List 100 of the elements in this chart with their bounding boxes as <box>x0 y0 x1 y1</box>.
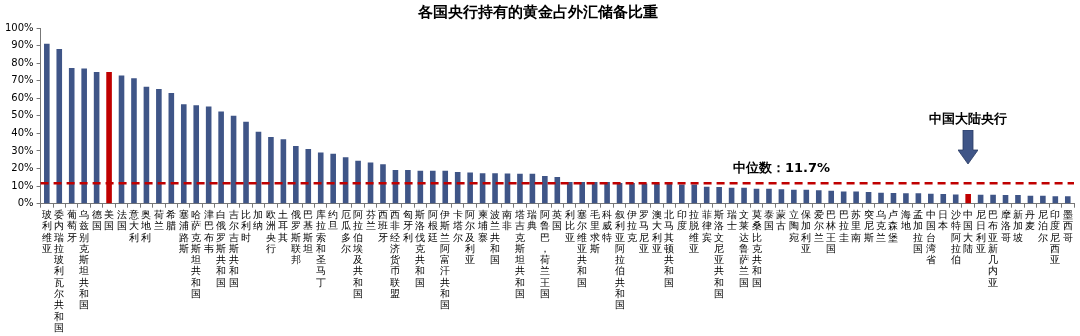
x-tick-label: 西班牙 <box>377 208 388 243</box>
y-tick-label: 10% <box>11 179 34 191</box>
x-tick-label: 波兰共和国 <box>490 208 501 266</box>
bar <box>828 190 835 204</box>
x-tick-label: 葡萄牙 <box>66 208 77 243</box>
x-tick-label: 阿尔及利亚 <box>465 208 476 266</box>
bar <box>180 104 187 204</box>
x-tick-label: 罗马尼亚 <box>639 208 650 254</box>
bar <box>1064 196 1071 204</box>
y-tick-label: 0% <box>17 197 34 209</box>
x-tick-label: 印度 <box>676 208 687 232</box>
bar <box>81 68 87 204</box>
bar <box>716 187 722 204</box>
x-tick-label: 欧洲央行 <box>265 208 276 254</box>
bar <box>467 172 473 204</box>
bar <box>380 164 386 204</box>
y-tick-label: 70% <box>11 74 34 86</box>
x-tick-label: 塞浦路斯 <box>178 208 189 254</box>
bar <box>853 191 859 204</box>
bar <box>68 68 75 204</box>
x-tick-label: 巴基斯坦 <box>302 208 314 254</box>
x-tick-label: 泰国 <box>763 208 774 232</box>
bar <box>1040 195 1046 204</box>
x-tick-label: 立陶宛 <box>788 208 799 243</box>
bar <box>1015 195 1021 204</box>
x-tick-label: 卢森堡 <box>888 208 899 243</box>
x-tick-label: 伊拉克 <box>627 208 637 243</box>
bar <box>293 146 299 204</box>
bar <box>915 193 922 204</box>
x-tick-label: 巴拉圭 <box>838 208 849 243</box>
bar <box>691 184 698 204</box>
bar <box>156 88 162 204</box>
bar <box>517 173 523 204</box>
bar <box>554 176 561 204</box>
y-tick-label: 50% <box>11 109 34 121</box>
x-tick-label: 西非经济货币联盟 <box>390 208 401 300</box>
x-tick-label: 爱尔兰 <box>813 208 824 243</box>
x-tick-label: 斯洛伐克共和国 <box>415 208 426 288</box>
x-tick-label: 美国 <box>104 208 115 232</box>
x-tick-label: 芬兰 <box>365 208 376 232</box>
x-tick-label: 突尼斯 <box>863 208 874 243</box>
x-tick-label: 毛里求斯 <box>589 208 600 254</box>
bar <box>317 152 324 204</box>
x-tick-label: 荷兰 <box>153 208 164 232</box>
bar <box>778 189 785 204</box>
x-tick-label: 约旦 <box>328 208 339 232</box>
bar <box>815 190 822 204</box>
bar <box>492 173 498 204</box>
bar <box>629 182 635 204</box>
bar <box>791 189 797 204</box>
x-tick-label: 中国大陆 <box>963 208 974 254</box>
bar <box>878 192 884 204</box>
y-tick-label: 30% <box>11 144 34 156</box>
bar <box>268 136 274 204</box>
bar <box>566 181 573 204</box>
bar <box>442 170 449 204</box>
bar <box>654 183 660 204</box>
bar <box>429 170 436 204</box>
bar <box>579 181 585 204</box>
bar <box>990 194 996 204</box>
x-tick-label: 阿根廷 <box>426 208 438 243</box>
bar <box>940 194 947 204</box>
bar <box>903 193 909 204</box>
x-tick-label: 阿鲁巴，荷兰王国 <box>539 208 550 300</box>
bar <box>131 78 137 204</box>
x-tick-label: 斯洛文尼亚共和国 <box>714 208 725 300</box>
y-tick-label: 100% <box>5 21 34 33</box>
x-tick-label: 澳大利亚 <box>651 208 662 254</box>
x-tick-label: 尼泊尔 <box>1037 208 1048 243</box>
x-tick-label: 比利时 <box>241 208 252 243</box>
y-tick-label: 40% <box>11 127 34 139</box>
x-tick-label: 保加利亚 <box>801 208 812 254</box>
bar <box>56 49 63 204</box>
x-tick-label: 土耳其 <box>278 208 289 243</box>
x-tick-label: 白俄罗斯共和国 <box>216 208 227 288</box>
x-tick-label: 加纳 <box>253 208 264 232</box>
y-tick-label: 80% <box>11 56 34 68</box>
y-tick-label: 20% <box>11 162 34 174</box>
x-tick-label: 阿拉伯埃及共和国 <box>352 208 364 300</box>
x-tick-label: 匈牙利 <box>402 208 413 243</box>
x-tick-label: 哈萨克斯坦共和国 <box>190 208 202 300</box>
x-tick-label: 苏里南 <box>851 208 862 243</box>
bar <box>604 181 610 204</box>
x-tick-label: 日本 <box>938 208 949 232</box>
ref-line-label: 中位数：11.7% <box>732 160 831 176</box>
x-tick-label: 文莱达鲁萨兰国 <box>739 208 750 288</box>
bar <box>193 105 200 204</box>
y-tick-label: 90% <box>11 39 34 51</box>
x-tick-label: 厄瓜多尔 <box>340 208 351 254</box>
bar <box>703 186 710 204</box>
x-tick-label: 俄罗斯联邦 <box>290 208 301 266</box>
x-tick-label: 印度尼西亚 <box>1050 208 1061 266</box>
x-tick-label: 瑞士 <box>726 208 737 232</box>
category-label: 伊斯兰阿富汗共和国 <box>440 208 451 311</box>
x-tick-label: 库拉索和圣马丁 <box>315 208 326 288</box>
x-tick-label: 科威特 <box>602 208 613 243</box>
x-tick-label: 中国台湾省 <box>925 208 936 266</box>
x-tick-label: 摩洛哥 <box>1000 208 1011 243</box>
bar <box>218 111 224 204</box>
x-tick-label: 奥地利 <box>140 208 152 243</box>
